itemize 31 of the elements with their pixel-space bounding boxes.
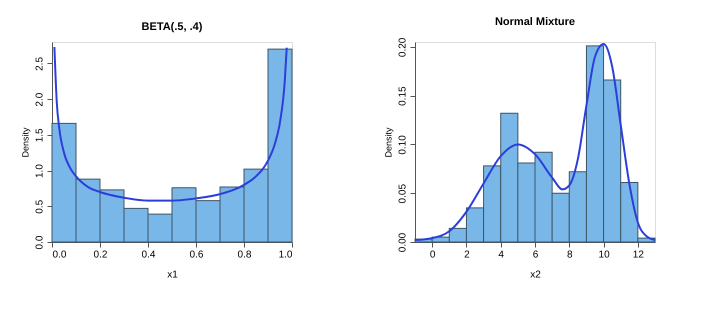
y-tick-label: 0.20 <box>398 37 408 58</box>
y-tick-label: 0.5 <box>34 199 46 214</box>
y-tick-label: 2.0 <box>34 92 46 107</box>
chart-title: Normal Mixture <box>494 16 576 28</box>
line-series <box>53 46 288 202</box>
x-tick-label: 0.8 <box>238 250 252 260</box>
x-axis-title: x1 <box>167 270 178 280</box>
y-axis-title: Density <box>384 127 394 158</box>
x-tick-label: 0.6 <box>190 250 204 260</box>
x-tick-label: 0 <box>430 250 436 260</box>
y-tick-label: 0.00 <box>398 232 408 252</box>
x-tick-label: 1.0 <box>278 250 293 260</box>
x-tick-label: 2 <box>464 250 470 260</box>
x-tick-label: 10 <box>598 250 610 260</box>
chart-title: BETA(.5, .4) <box>142 21 203 33</box>
x-tick-label: 6 <box>532 250 539 260</box>
y-tick-label: 1.5 <box>34 128 46 142</box>
x-tick-label: 8 <box>567 250 574 260</box>
y-tick-label: 0.0 <box>34 235 46 250</box>
y-axis-title: Density <box>20 127 30 158</box>
x-tick-label: 4 <box>498 250 504 260</box>
y-tick-label: 2.5 <box>34 56 46 71</box>
x-axis-title: x2 <box>530 270 542 280</box>
x-tick-label: 0.2 <box>94 250 108 260</box>
y-tick-label: 0.15 <box>398 86 408 106</box>
x-tick-label: 12 <box>632 250 644 260</box>
y-tick-label: 0.05 <box>398 184 408 204</box>
x-tick-label: 0.0 <box>52 250 67 260</box>
x-tick-label: 0.4 <box>142 250 156 260</box>
y-tick-label: 1.0 <box>34 164 46 178</box>
y-tick-label: 0.10 <box>398 134 408 155</box>
